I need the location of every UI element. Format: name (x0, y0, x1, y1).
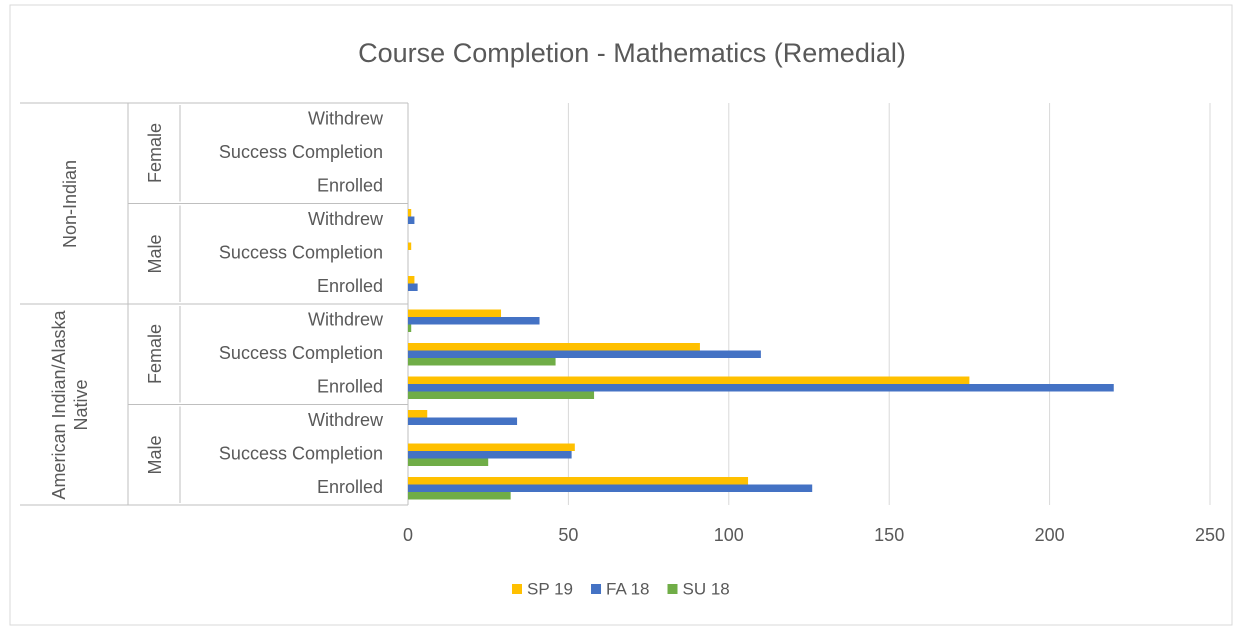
x-tick-label: 100 (714, 525, 744, 545)
legend-label: SP 19 (527, 579, 573, 598)
y-tick-label: Enrolled (317, 477, 383, 497)
legend-swatch (512, 584, 522, 594)
bar (408, 343, 700, 351)
bar (408, 242, 412, 250)
bar (408, 276, 415, 284)
group-label: Male (145, 234, 165, 274)
bar (408, 443, 575, 451)
legend-swatch (667, 584, 678, 594)
bar (408, 216, 415, 224)
bar (408, 309, 502, 317)
y-tick-label: Withdrew (308, 109, 384, 129)
chart-border (9, 4, 1233, 626)
bar (408, 391, 595, 399)
bar (408, 410, 428, 418)
bar (408, 492, 511, 500)
x-tick-label: 250 (1195, 525, 1225, 545)
y-tick-label: Withdrew (308, 410, 384, 430)
y-tick-label: Enrolled (317, 176, 383, 196)
bar (408, 376, 970, 384)
bar (408, 209, 412, 217)
group-label: American Indian/Alaska Native (49, 309, 91, 500)
y-tick-label: Success Completion (219, 343, 383, 363)
bar (408, 324, 412, 332)
legend-swatch (591, 584, 602, 594)
bar (408, 477, 749, 485)
bar (408, 317, 540, 325)
bar (408, 417, 518, 425)
x-tick-label: 50 (558, 525, 578, 545)
group-label: Male (145, 435, 165, 475)
bar (408, 358, 556, 366)
y-tick-label: Enrolled (317, 377, 383, 397)
chart-title: Course Completion - Mathematics (Remedia… (358, 38, 906, 68)
x-tick-label: 0 (403, 525, 413, 545)
y-tick-label: Success Completion (219, 444, 383, 464)
y-tick-label: Withdrew (308, 310, 384, 330)
bar (408, 384, 1114, 392)
legend-label: SU 18 (683, 579, 730, 598)
bar (408, 484, 813, 492)
x-tick-label: 150 (874, 525, 904, 545)
bar (408, 283, 418, 291)
y-tick-label: Enrolled (317, 276, 383, 296)
group-label: Female (145, 123, 165, 184)
group-label: Non-Indian (60, 159, 80, 248)
x-tick-label: 200 (1035, 525, 1065, 545)
legend-label: FA 18 (606, 579, 649, 598)
bar (408, 451, 572, 459)
group-label: Female (145, 324, 165, 385)
y-tick-label: Success Completion (219, 243, 383, 263)
bar (408, 350, 761, 358)
y-tick-label: Success Completion (219, 142, 383, 162)
bar (408, 458, 489, 466)
y-tick-label: Withdrew (308, 209, 384, 229)
